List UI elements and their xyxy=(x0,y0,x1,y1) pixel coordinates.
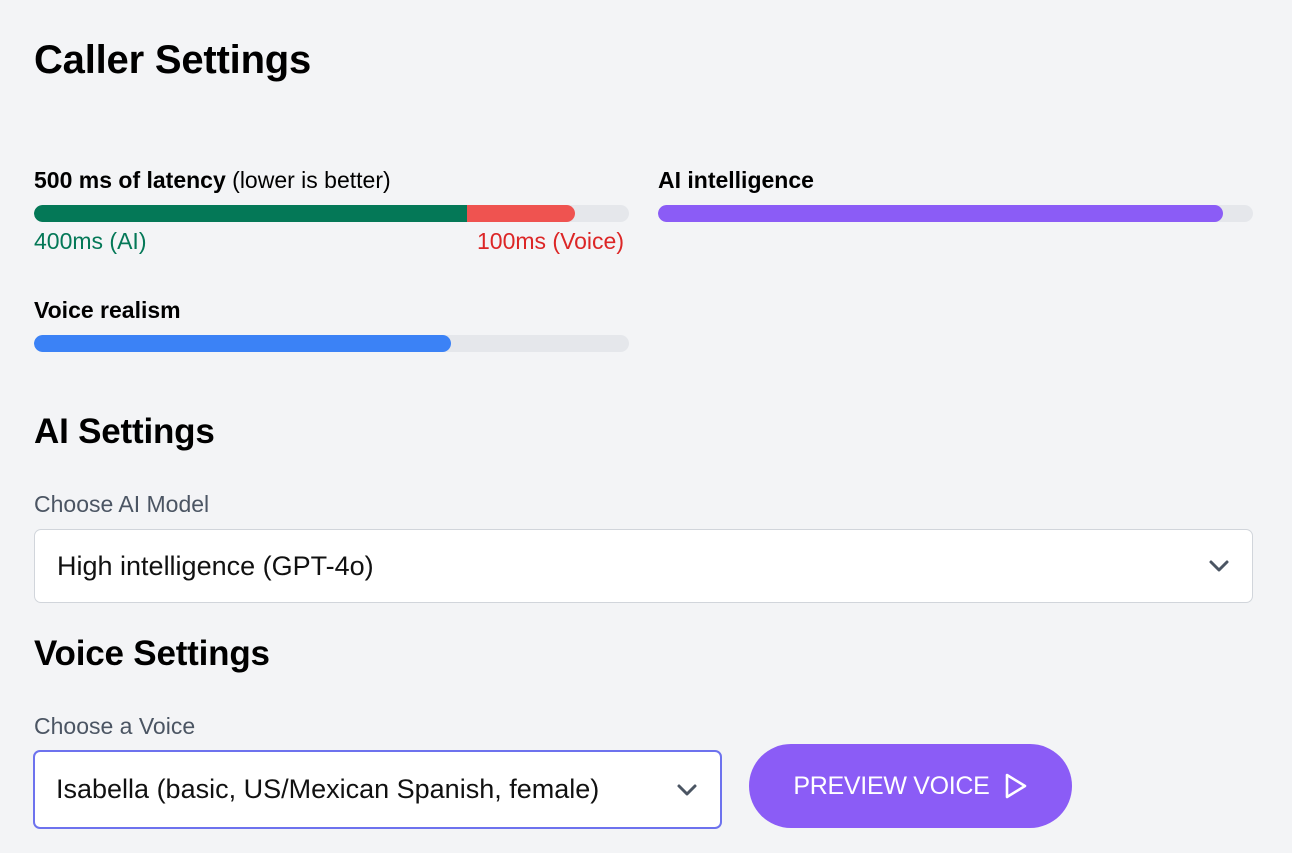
voice-realism-bar-fill xyxy=(34,335,451,352)
ai-model-selected-value: High intelligence (GPT-4o) xyxy=(57,550,374,581)
latency-bar xyxy=(34,205,629,222)
preview-voice-label: PREVIEW VOICE xyxy=(793,771,990,800)
ai-intelligence-label-text: AI intelligence xyxy=(658,167,814,193)
latency-bar-ai-segment xyxy=(34,205,468,222)
ai-model-label: Choose AI Model xyxy=(34,491,210,517)
latency-bar-voice-segment xyxy=(467,205,576,222)
voice-realism-label: Voice realism xyxy=(34,296,181,324)
voice-label: Choose a Voice xyxy=(34,713,196,739)
voice-realism-bar xyxy=(34,335,629,352)
ai-model-select[interactable]: High intelligence (GPT-4o) xyxy=(34,529,1253,603)
ai-intelligence-label: AI intelligence xyxy=(658,166,814,194)
ai-settings-title: AI Settings xyxy=(34,412,215,451)
latency-voice-value: 100ms (Voice) xyxy=(476,228,624,254)
play-outline-icon xyxy=(1005,773,1026,799)
voice-realism-label-text: Voice realism xyxy=(34,297,181,323)
latency-label-note: (lower is better) xyxy=(232,167,391,193)
latency-label: 500 ms of latency (lower is better) xyxy=(34,166,391,194)
chevron-down-icon xyxy=(677,784,697,795)
chevron-down-icon xyxy=(1209,560,1229,572)
voice-settings-title: Voice Settings xyxy=(34,634,270,673)
latency-label-bold: 500 ms of latency xyxy=(34,167,226,193)
ai-intelligence-bar xyxy=(658,205,1253,222)
voice-selected-value: Isabella (basic, US/Mexican Spanish, fem… xyxy=(56,774,600,804)
page-title: Caller Settings xyxy=(34,38,312,82)
latency-ai-value: 400ms (AI) xyxy=(34,228,147,254)
preview-voice-button[interactable]: PREVIEW VOICE xyxy=(749,744,1072,828)
ai-intelligence-bar-fill xyxy=(658,205,1224,222)
voice-select[interactable]: Isabella (basic, US/Mexican Spanish, fem… xyxy=(33,750,722,829)
